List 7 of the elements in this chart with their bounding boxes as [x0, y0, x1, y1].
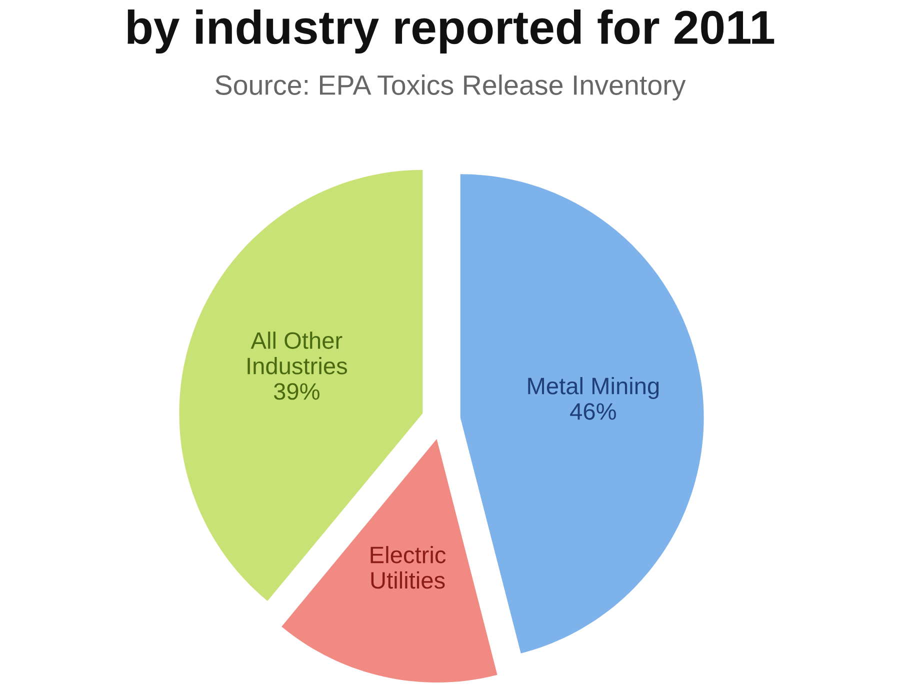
data-label: 46% — [570, 403, 616, 420]
slice-label: Metal Mining — [528, 377, 659, 400]
chart-subtitle: Source: EPA Toxics Release Inventory — [216, 74, 686, 100]
slice-label: All Other Industries — [248, 332, 348, 374]
slice-label: Electric Utilities — [370, 546, 446, 589]
data-label: 39% — [274, 383, 320, 400]
chart-title: by industry reported for 2011 — [128, 9, 774, 54]
